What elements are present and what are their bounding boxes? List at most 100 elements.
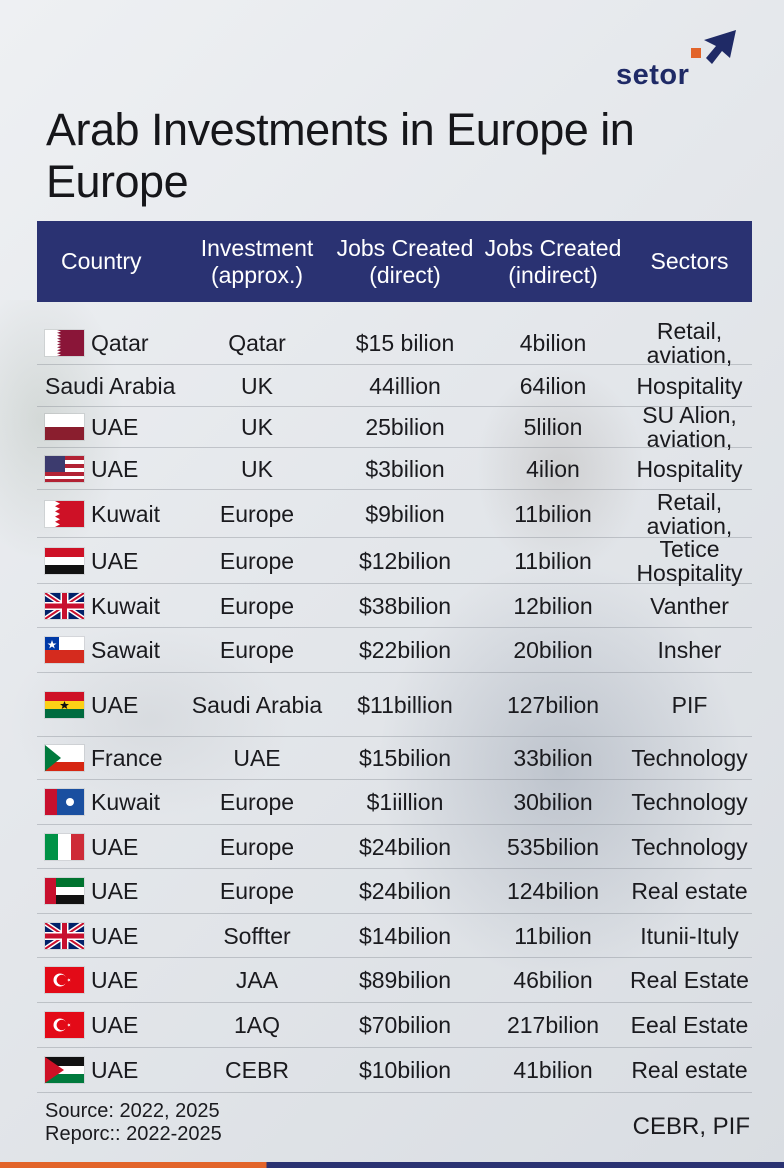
country-cell: UAE: [37, 455, 183, 482]
jobs-direct-cell: $9bilion: [365, 500, 445, 527]
investment-cell: CEBR: [225, 1057, 289, 1083]
jobs-indirect-cell: 4ilion: [526, 455, 580, 482]
footer-credits: CEBR, PIF: [632, 1113, 750, 1140]
footer-sources: Source: 2022, 2025 Reporc:: 2022-2025: [45, 1100, 222, 1146]
sectors-cell: Real estate: [631, 1057, 748, 1083]
page-title: Arab Investments in Europe in Europe: [46, 104, 635, 207]
jobs-direct-cell: $3bilion: [365, 455, 445, 482]
country-name: UAE: [91, 922, 139, 949]
country-cell: Sawait: [37, 637, 183, 663]
country-cell: UAE: [37, 833, 183, 860]
stripes-flag-icon: [45, 455, 84, 482]
uk-flag-icon: [43, 920, 86, 951]
jobs-direct-cell: $24bilion: [358, 878, 452, 904]
sectors-cell: Tetice Hospitality: [636, 535, 743, 586]
sectors-cell: Real estate: [631, 878, 748, 904]
country-name: UAE: [91, 1012, 139, 1038]
investment-cell: Qatar: [228, 329, 286, 356]
jobs-indirect-cell: 217bilion: [506, 1012, 600, 1038]
country-name: France: [91, 745, 163, 771]
sectors-cell: Hospitality: [636, 372, 743, 399]
table-row: UAE JAA $89bilion 46bilion Real Estate: [37, 958, 752, 1003]
qatar-flag-icon: [45, 329, 84, 356]
sectors-cell: Real Estate: [630, 967, 749, 993]
green-white-red-flag-icon: [45, 745, 84, 771]
country-cell: Saudi Arabia: [37, 374, 183, 398]
table-row: Saudi Arabia UK 44illion 64ilion Hospita…: [37, 365, 752, 407]
country-name: UAE: [91, 967, 139, 993]
header-jobs-direct: Jobs Created (direct): [336, 234, 474, 288]
table-row: Qatar Qatar $15 bilion 4bilion Retail, a…: [37, 317, 752, 368]
sectors-cell: Insher: [657, 637, 722, 663]
source-line: Source: 2022, 2025: [45, 1100, 220, 1122]
jobs-direct-cell: 44illion: [369, 372, 441, 399]
country-cell: UAE: [37, 878, 183, 904]
country-name: UAE: [91, 833, 139, 860]
jobs-direct-cell: $24bilion: [358, 833, 452, 860]
jobs-indirect-cell: 4bilion: [519, 329, 587, 356]
investment-cell: UK: [241, 372, 273, 399]
country-cell: Kuwait: [37, 789, 183, 815]
country-name: Kuwait: [91, 592, 161, 619]
sectors-cell: Itunii-Ituly: [640, 922, 739, 949]
header-country: Country: [61, 248, 142, 274]
setor-logo: setor: [616, 28, 746, 92]
italy-flag-icon: [45, 833, 84, 860]
jobs-indirect-cell: 124bilion: [506, 878, 600, 904]
country-cell: Kuwait: [37, 590, 183, 621]
sectors-cell: PIF: [671, 691, 708, 718]
country-cell: Kuwait: [37, 500, 183, 527]
sectors-cell: Retail, aviation,: [646, 317, 733, 368]
table-row: Sawait Europe $22bilion 20bilion Insher: [37, 628, 752, 673]
country-cell: UAE: [37, 967, 183, 993]
country-name: Kuwait: [91, 500, 161, 527]
sectors-cell: Hospitality: [636, 455, 743, 482]
bottom-accent-bar: [0, 1162, 784, 1168]
jobs-indirect-cell: 11bilion: [514, 500, 592, 527]
header-sectors: Sectors: [650, 248, 729, 274]
jobs-indirect-cell: 33bilion: [513, 745, 593, 771]
header-jobs-indirect: Jobs Created (indirect): [484, 234, 622, 288]
country-name: Qatar: [91, 329, 149, 356]
jobs-direct-cell: $11billion: [357, 691, 453, 718]
investment-cell: JAA: [235, 967, 279, 993]
sectors-cell: Technology: [631, 745, 748, 771]
country-name: UAE: [91, 455, 139, 482]
uk-flag-icon: [43, 590, 86, 621]
jobs-direct-cell: $70bilion: [358, 1012, 452, 1038]
table-row: UAE Soffter $14bilion 11bilion Itunii-It…: [37, 914, 752, 958]
investment-cell: 1AQ: [233, 1012, 281, 1038]
jobs-direct-cell: $15bilion: [358, 745, 452, 771]
sectors-cell: SU Alion, aviation,: [642, 402, 737, 452]
country-cell: UAE: [37, 1012, 183, 1038]
country-cell: France: [37, 745, 183, 771]
sectors-cell: Retail, aviation,: [646, 488, 733, 539]
country-cell: UAE: [37, 1057, 183, 1083]
table-row: UAE Saudi Arabia $11billion 127bilion PI…: [37, 673, 752, 737]
country-cell: UAE: [37, 547, 183, 574]
investment-cell: UK: [241, 414, 273, 440]
country-cell: UAE: [37, 691, 183, 718]
jobs-indirect-cell: 41bilion: [513, 1057, 593, 1083]
turkey-flag-icon: [45, 967, 84, 993]
table-row: Kuwait Europe $1iillion 30bilion Technol…: [37, 780, 752, 825]
ghana-flag-icon: [45, 691, 84, 718]
table-row: Kuwait Europe $9bilion 11bilion Retail, …: [37, 490, 752, 538]
country-name: UAE: [91, 691, 139, 718]
table-row: UAE UK $3bilion 4ilion Hospitality: [37, 448, 752, 490]
red-blue-flag-icon: [45, 789, 84, 815]
sectors-cell: Technology: [631, 789, 748, 815]
jordan-flag-icon: [45, 1057, 84, 1083]
background-photo: [0, 300, 784, 1100]
country-name: UAE: [91, 878, 139, 904]
investment-cell: Saudi Arabia: [191, 691, 323, 718]
table-row: France UAE $15bilion 33bilion Technology: [37, 737, 752, 780]
country-cell: Qatar: [37, 329, 183, 356]
uae-flag-icon: [45, 878, 84, 904]
jobs-indirect-cell: 30bilion: [513, 789, 593, 815]
country-name: UAE: [91, 547, 139, 574]
header-investment: Investment (approx.): [200, 234, 314, 288]
jobs-direct-cell: $10bilion: [358, 1057, 452, 1083]
jobs-direct-cell: $15 bilion: [355, 329, 455, 356]
jobs-direct-cell: $14bilion: [358, 922, 452, 949]
